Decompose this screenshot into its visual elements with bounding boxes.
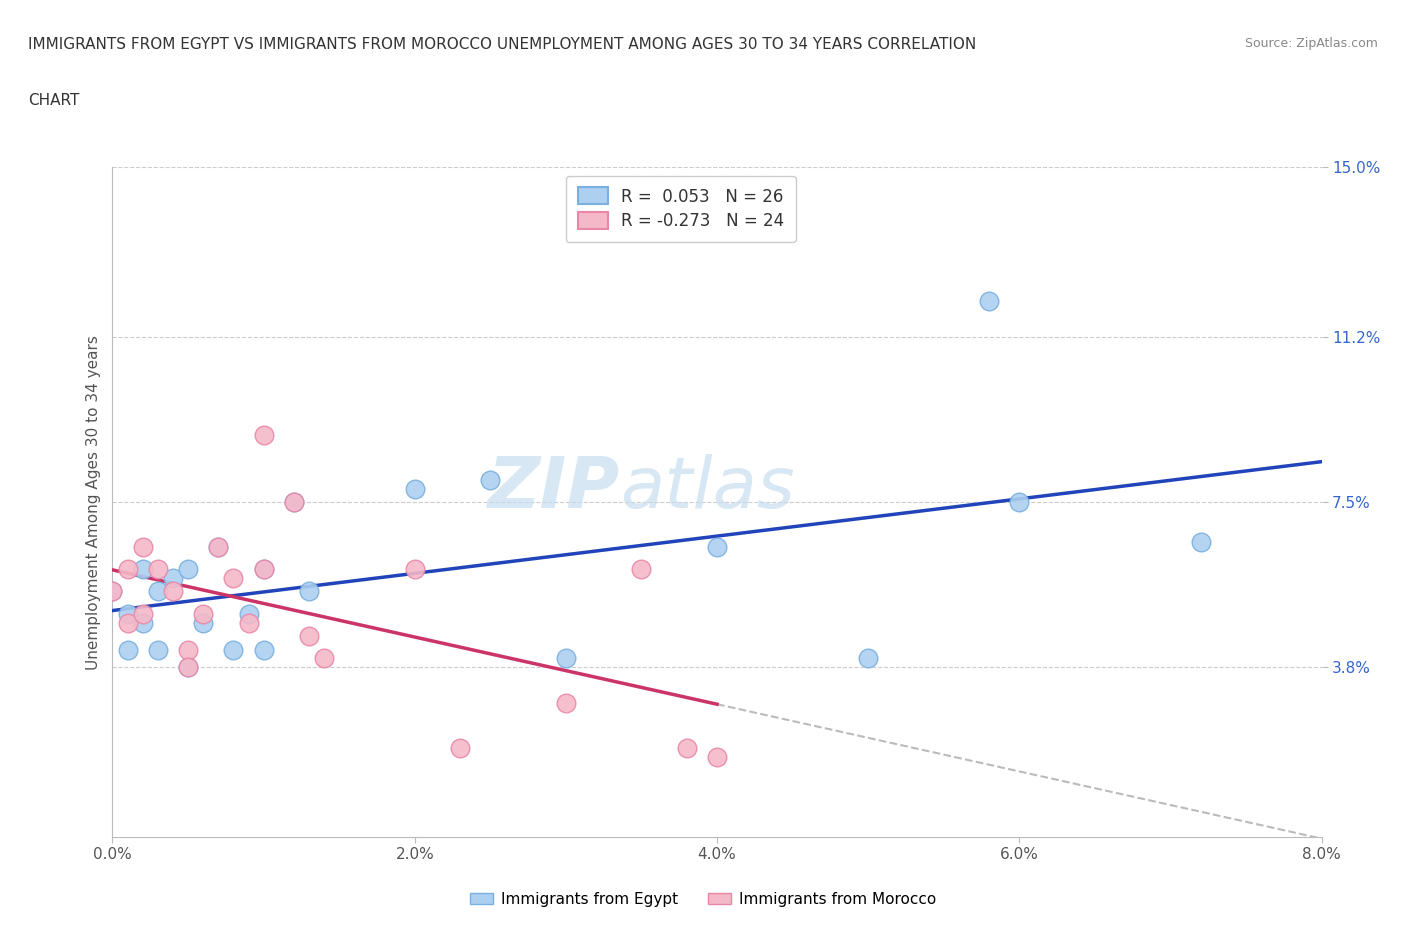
Text: Source: ZipAtlas.com: Source: ZipAtlas.com (1244, 37, 1378, 50)
Text: atlas: atlas (620, 455, 794, 524)
Point (298, 629, 321, 644)
Text: CHART: CHART (28, 93, 80, 108)
Point (253, 562, 276, 577)
Point (101, 584, 124, 599)
Point (146, 562, 169, 577)
Point (177, 562, 200, 577)
Point (177, 660, 200, 675)
Point (132, 562, 155, 577)
Point (207, 539, 229, 554)
Point (675, 740, 697, 755)
Point (162, 571, 184, 586)
Point (630, 562, 652, 577)
Point (298, 584, 321, 599)
Point (856, 651, 880, 666)
Point (101, 584, 124, 599)
Point (117, 642, 139, 657)
Point (479, 472, 502, 487)
Point (117, 616, 139, 631)
Point (132, 606, 155, 621)
Text: ZIP: ZIP (488, 455, 620, 524)
Point (1189, 535, 1212, 550)
Point (222, 642, 245, 657)
Point (191, 606, 215, 621)
Point (283, 495, 305, 510)
Point (253, 428, 276, 443)
Legend: R =  0.053   N = 26, R = -0.273   N = 24: R = 0.053 N = 26, R = -0.273 N = 24 (565, 176, 796, 242)
Point (1008, 495, 1031, 510)
Point (117, 562, 139, 577)
Point (238, 606, 260, 621)
Point (132, 616, 155, 631)
Point (554, 651, 576, 666)
Point (449, 740, 471, 755)
Point (253, 642, 276, 657)
Point (177, 660, 200, 675)
Point (253, 562, 276, 577)
Point (191, 616, 215, 631)
Point (404, 482, 426, 497)
Y-axis label: Unemployment Among Ages 30 to 34 years: Unemployment Among Ages 30 to 34 years (86, 335, 101, 670)
Point (554, 696, 576, 711)
Point (117, 606, 139, 621)
Point (706, 750, 728, 764)
Point (222, 571, 245, 586)
Point (404, 562, 426, 577)
Point (162, 584, 184, 599)
Legend: Immigrants from Egypt, Immigrants from Morocco: Immigrants from Egypt, Immigrants from M… (464, 886, 942, 913)
Point (312, 651, 335, 666)
Point (177, 642, 200, 657)
Point (207, 539, 229, 554)
Point (706, 539, 728, 554)
Point (979, 294, 1001, 309)
Point (283, 495, 305, 510)
Point (132, 539, 155, 554)
Point (238, 616, 260, 631)
Point (146, 642, 169, 657)
Point (146, 584, 169, 599)
Text: IMMIGRANTS FROM EGYPT VS IMMIGRANTS FROM MOROCCO UNEMPLOYMENT AMONG AGES 30 TO 3: IMMIGRANTS FROM EGYPT VS IMMIGRANTS FROM… (28, 37, 976, 52)
